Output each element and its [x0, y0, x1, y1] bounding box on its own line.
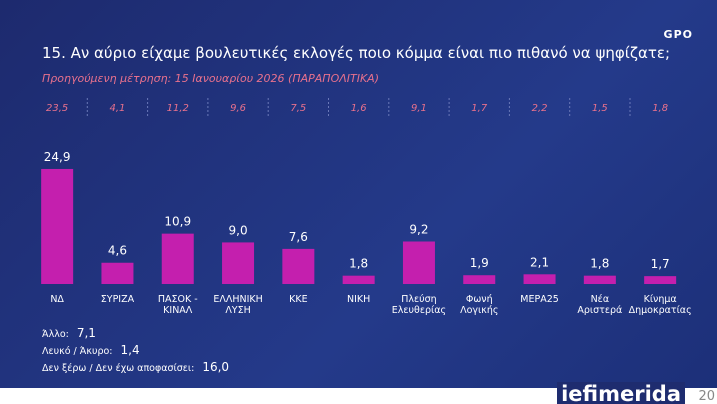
value-label: 24,9 — [44, 150, 71, 164]
note-row: Λευκό / Άκυρο: 1,4 — [42, 343, 140, 357]
x-tick-label: ΜΕΡΑ25 — [520, 294, 559, 305]
note-label: Λευκό / Άκυρο: — [42, 346, 113, 357]
x-tick-label: ΝΔ — [50, 294, 64, 305]
previous-value: 1,6 — [351, 103, 367, 114]
brand-logo: GPO — [663, 28, 693, 41]
bar — [161, 233, 194, 284]
note-row: Άλλο: 7,1 — [42, 326, 96, 340]
note-label: Δεν ξέρω / Δεν έχω αποφασίσει: — [42, 363, 195, 374]
value-label: 7,6 — [289, 230, 308, 244]
value-label: 2,1 — [530, 255, 549, 269]
x-tick-label: Φωνή Λογικής — [460, 294, 499, 316]
previous-value: 23,5 — [46, 103, 68, 114]
previous-value: 11,2 — [167, 103, 189, 114]
chart-subtitle: Προηγούμενη μέτρηση: 15 Ιανουαρίου 2026 … — [42, 72, 379, 85]
bar — [282, 248, 315, 284]
bar — [342, 275, 375, 284]
previous-value: 7,5 — [290, 103, 306, 114]
value-label: 10,9 — [164, 215, 191, 229]
chart-title: 15. Αν αύριο είχαμε βουλευτικές εκλογές … — [42, 44, 671, 62]
note-value: 7,1 — [76, 326, 96, 340]
page-number: 20 — [698, 389, 715, 404]
value-label: 1,8 — [349, 257, 368, 271]
bar — [523, 274, 556, 284]
note-value: 16,0 — [202, 360, 230, 374]
value-label: 9,0 — [229, 223, 248, 237]
x-tick-label: ΝΙΚΗ — [346, 294, 371, 305]
x-tick-label: ΕΛΛΗΝΙΚΗ ΛΥΣΗ — [213, 294, 263, 316]
value-label: 1,9 — [470, 256, 489, 270]
x-tick-label: Πλεύση Ελευθερίας — [391, 294, 447, 316]
bar — [41, 168, 74, 284]
value-label: 4,6 — [108, 244, 127, 258]
value-label: 1,8 — [590, 257, 609, 271]
bar — [644, 276, 677, 284]
previous-value: 9,6 — [230, 103, 246, 114]
footer-band — [0, 388, 717, 404]
previous-value: 9,1 — [411, 103, 427, 114]
x-tick-label: Κίνημα Δημοκρατίας — [628, 294, 692, 316]
previous-value: 1,5 — [592, 103, 608, 114]
value-label: 1,7 — [651, 257, 670, 271]
previous-value: 4,1 — [109, 103, 125, 114]
x-tick-label: ΣΥΡΙΖΑ — [100, 294, 135, 305]
note-value: 1,4 — [120, 343, 140, 357]
previous-value: 2,2 — [532, 103, 548, 114]
previous-value: 1,7 — [471, 103, 488, 114]
note-label: Άλλο: — [42, 329, 69, 340]
footer-logo: iefimerida — [557, 382, 685, 404]
bar — [101, 262, 134, 284]
x-tick-label: ΠΑΣΟΚ - ΚΙΝΑΛ — [157, 294, 198, 316]
x-tick-label: ΚΚΕ — [289, 294, 308, 305]
value-label: 9,2 — [409, 222, 428, 236]
bar — [463, 275, 496, 284]
bar — [222, 242, 255, 284]
note-row: Δεν ξέρω / Δεν έχω αποφασίσει: 16,0 — [42, 360, 229, 374]
bar — [402, 241, 435, 284]
bar — [583, 275, 616, 284]
previous-value: 1,8 — [652, 103, 668, 114]
x-tick-label: Νέα Αριστερά — [577, 294, 623, 316]
